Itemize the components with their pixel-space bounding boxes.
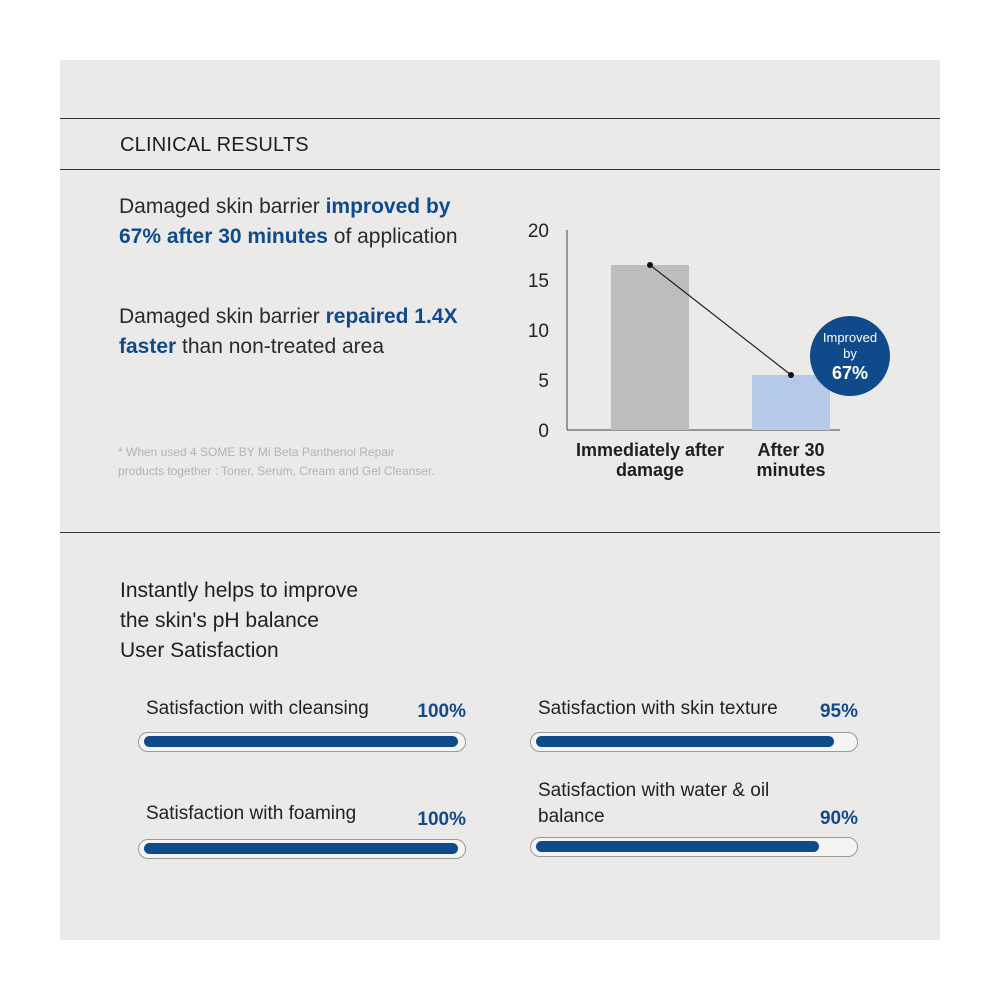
satisfaction-label: Satisfaction with cleansing — [146, 698, 369, 719]
barrier-bar-chart: 0 5 10 15 20 Immediately after damage After 30 m… — [528, 221, 890, 480]
chart-bar — [611, 265, 689, 430]
claim-1-suffix: of application — [327, 225, 458, 248]
satisfaction-percent: 100% — [417, 701, 466, 722]
section-title: CLINICAL RESULTS — [120, 134, 309, 156]
badge-line-1: Improved — [823, 330, 877, 345]
claim-improved: Damaged skin barrier improved by 67% aft… — [119, 192, 459, 252]
badge-line-2: by — [843, 346, 857, 361]
trend-point — [647, 262, 653, 268]
satisfaction-item-foaming: Satisfaction with foaming 100% — [138, 801, 468, 863]
satisfaction-item-cleansing: Satisfaction with cleansing 100% — [138, 696, 468, 758]
satisfaction-heading-line-3: User Satisfaction — [120, 639, 279, 662]
satisfaction-track — [530, 732, 858, 752]
claim-2-suffix: than non-treated area — [176, 335, 385, 358]
title-divider — [60, 169, 940, 170]
claim-repaired: Damaged skin barrier repaired 1.4X faste… — [119, 302, 479, 362]
trend-line — [649, 264, 792, 376]
claim-1-highlight: improved by 67% after 30 minutes — [119, 195, 451, 248]
claim-2-text: Damaged skin barrier — [119, 305, 326, 328]
badge-value: 67% — [832, 363, 868, 383]
satisfaction-heading-line-2: the skin's pH balance — [120, 609, 319, 632]
satisfaction-item-skin-texture: Satisfaction with skin texture 95% — [530, 696, 860, 758]
satisfaction-label: Satisfaction with skin texture — [538, 698, 778, 719]
satisfaction-label: Satisfaction with foaming — [146, 803, 357, 824]
satisfaction-track — [138, 732, 466, 752]
claim-1-text: Damaged skin barrier — [119, 195, 326, 218]
satisfaction-item-water-oil: Satisfaction with water & oil balance 90… — [530, 778, 860, 866]
satisfaction-heading-line-1: Instantly helps to improve — [120, 579, 359, 602]
satisfaction-percent: 95% — [819, 701, 858, 722]
satisfaction-percent: 90% — [819, 808, 858, 829]
x-tick-label: Immediately after damage — [576, 440, 724, 480]
trend-point — [788, 372, 794, 378]
y-tick-label: 20 — [528, 221, 549, 242]
claim-2-highlight: repaired 1.4X faster — [119, 305, 458, 358]
satisfaction-fill — [536, 841, 819, 852]
satisfaction-heading: Instantly helps to improve the skin's pH… — [120, 576, 358, 666]
satisfaction-fill — [144, 736, 458, 747]
satisfaction-fill — [536, 736, 835, 747]
satisfaction-track — [138, 839, 466, 859]
top-divider — [60, 118, 940, 119]
improvement-badge — [810, 316, 890, 396]
satisfaction-track — [530, 837, 858, 857]
y-tick-label: 15 — [528, 271, 549, 292]
y-tick-label: 5 — [538, 371, 549, 392]
footnote: * When used 4 SOME BY Mi Beta Panthenol … — [118, 445, 435, 478]
clinical-results-panel: CLINICAL RESULTS Damaged skin barrier im… — [60, 60, 940, 940]
section-divider — [60, 532, 940, 533]
y-tick-label: 0 — [538, 421, 549, 442]
satisfaction-fill — [144, 843, 458, 854]
satisfaction-label: Satisfaction with water & oil balance — [538, 780, 770, 827]
x-tick-label: After 30 minutes — [756, 440, 825, 480]
satisfaction-percent: 100% — [417, 809, 466, 830]
y-tick-label: 10 — [528, 321, 549, 342]
chart-bar — [752, 375, 830, 430]
